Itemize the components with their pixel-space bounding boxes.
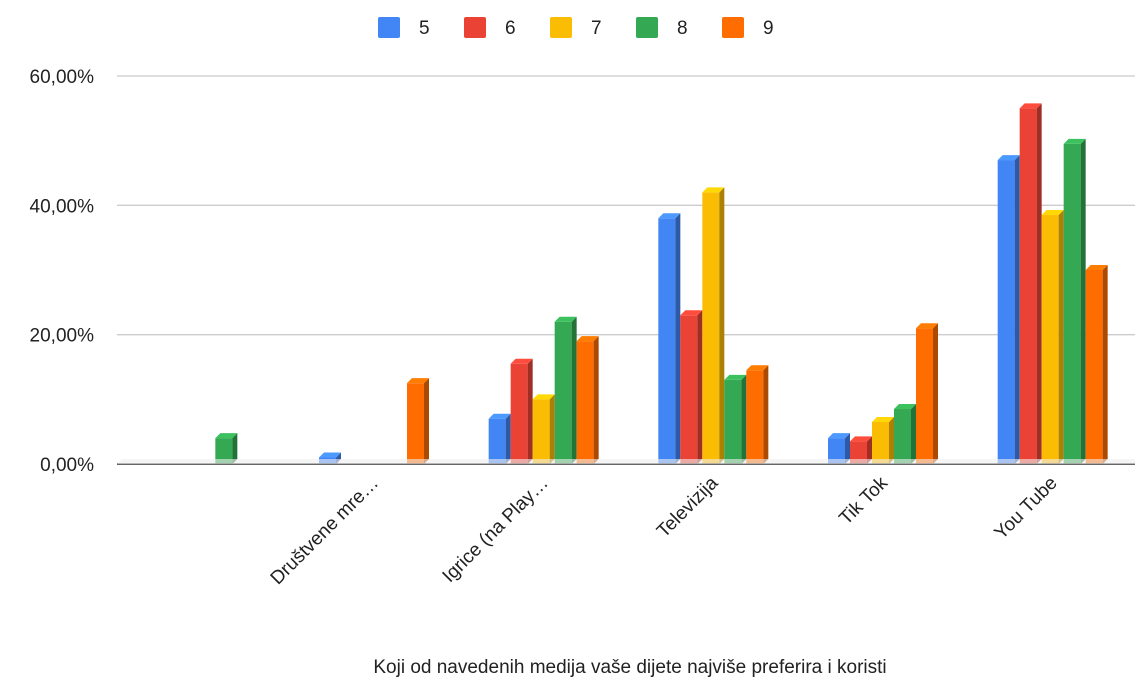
legend-label: 6 — [505, 18, 516, 39]
legend: 5 6 7 8 9 — [378, 17, 774, 39]
x-axis — [117, 459, 1135, 465]
legend-label: 8 — [677, 18, 688, 39]
bar — [215, 433, 238, 464]
y-tick-label: 20,00% — [30, 326, 95, 347]
bar — [680, 310, 703, 464]
bar — [702, 187, 725, 464]
legend-swatch — [636, 17, 658, 38]
bar — [1063, 138, 1086, 464]
legend-item[interactable]: 9 — [722, 17, 774, 39]
bars — [215, 103, 1108, 465]
legend-label: 9 — [763, 18, 774, 39]
bar — [894, 404, 916, 464]
y-tick-label: 0,00% — [40, 455, 94, 476]
legend-swatch — [464, 17, 486, 38]
legend-swatch — [550, 17, 572, 38]
x-tick-label: Društvene mre… — [267, 473, 383, 589]
bar — [576, 336, 599, 464]
bar — [532, 394, 555, 464]
x-tick-label: Televizija — [653, 472, 723, 542]
bar — [658, 213, 681, 464]
y-tick-label: 40,00% — [30, 196, 95, 217]
bar — [724, 374, 747, 464]
x-tick-label: Tik Tok — [835, 472, 892, 529]
bar — [1041, 210, 1064, 464]
legend-swatch — [722, 17, 744, 38]
bar — [746, 365, 769, 464]
bar — [407, 378, 429, 464]
grid-lines — [117, 75, 1135, 336]
bar — [916, 323, 938, 464]
legend-label: 5 — [419, 18, 430, 39]
x-axis-title: Koji od navedenih medija vaše dijete naj… — [373, 657, 886, 678]
bar — [488, 413, 511, 464]
legend-item[interactable]: 7 — [550, 17, 602, 39]
bar — [850, 436, 872, 464]
x-tick-label: Igrice (na Play… — [439, 473, 553, 587]
bar — [1085, 265, 1108, 464]
y-axis-ticks: 0,00% 20,00% 40,00% 60,00% — [30, 67, 95, 476]
bar — [554, 316, 577, 464]
bar — [1019, 103, 1042, 464]
bar — [510, 358, 533, 464]
legend-item[interactable]: 8 — [636, 17, 688, 39]
bar — [828, 433, 850, 464]
legend-item[interactable]: 5 — [378, 17, 430, 39]
legend-label: 7 — [591, 18, 602, 39]
legend-item[interactable]: 6 — [464, 17, 516, 39]
x-tick-label: You Tube — [991, 473, 1062, 544]
legend-swatch — [378, 17, 400, 38]
y-tick-label: 60,00% — [30, 67, 95, 88]
bar — [997, 155, 1020, 465]
category-labels: Društvene mre… Igrice (na Play… Televizija… — [267, 472, 1062, 589]
bar — [872, 416, 894, 464]
